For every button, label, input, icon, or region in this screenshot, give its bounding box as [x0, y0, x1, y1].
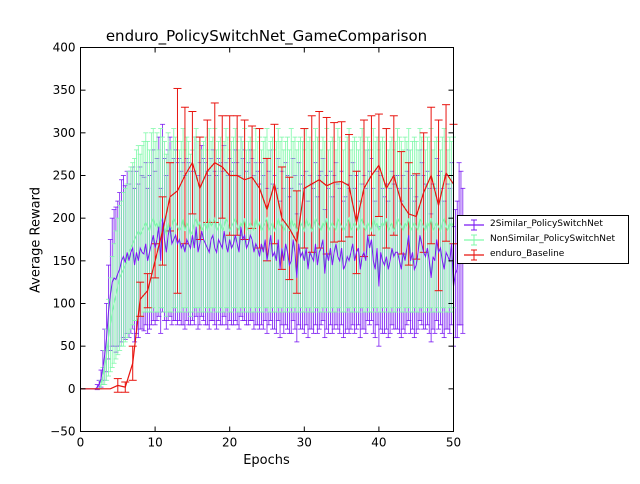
x-tick-label: 30	[297, 436, 312, 450]
x-tick-label: 20	[222, 436, 237, 450]
legend: 2Similar_PolicySwitchNet NonSimilar_Poli…	[457, 215, 629, 264]
y-axis: −50 0 50 100 150 200 250 300 350 400	[50, 41, 454, 439]
y-axis-label: Average Reward	[28, 187, 44, 293]
y-tick-label: 50	[60, 339, 75, 353]
plot-frame	[80, 47, 454, 432]
x-axis: 0 10 20 30 40 50	[77, 47, 461, 450]
legend-entry-2similar: 2Similar_PolicySwitchNet	[458, 218, 628, 232]
y-tick-label: 0	[68, 382, 76, 396]
x-axis-label: Epochs	[243, 453, 290, 468]
legend-label-baseline: enduro_Baseline	[490, 249, 565, 259]
series-line-NonSimilar_PolicySwitchNet	[80, 216, 454, 390]
y-tick-label: 400	[53, 41, 76, 55]
legend-label-2similar: 2Similar_PolicySwitchNet	[490, 219, 603, 229]
x-tick-label: 50	[446, 436, 461, 450]
legend-entry-nonsimilar: NonSimilar_PolicySwitchNet	[458, 233, 628, 247]
legend-swatch-nonsimilar	[464, 234, 484, 246]
series-line-enduro_Baseline	[80, 161, 454, 390]
x-tick-label: 10	[147, 436, 162, 450]
series-line-2Similar_PolicySwitchNet	[80, 218, 464, 390]
y-tick-label: 100	[53, 297, 76, 311]
y-tick-label: 200	[53, 211, 76, 225]
legend-entry-baseline: enduro_Baseline	[458, 248, 628, 262]
y-tick-label: 150	[53, 254, 76, 268]
chart-title: enduro_PolicySwitchNet_GameComparison	[105, 27, 428, 45]
error-bars-layer	[94, 87, 466, 393]
y-tick-label: 350	[53, 83, 76, 97]
x-tick-label: 40	[371, 436, 386, 450]
legend-label-nonsimilar: NonSimilar_PolicySwitchNet	[490, 234, 616, 244]
y-tick-label: −50	[50, 425, 75, 439]
series-lines-layer	[80, 161, 464, 390]
legend-swatch-2similar	[464, 219, 484, 231]
x-tick-label: 0	[77, 436, 85, 450]
y-tick-label: 250	[53, 169, 76, 183]
y-tick-label: 300	[53, 126, 76, 140]
legend-swatch-baseline	[464, 249, 484, 261]
